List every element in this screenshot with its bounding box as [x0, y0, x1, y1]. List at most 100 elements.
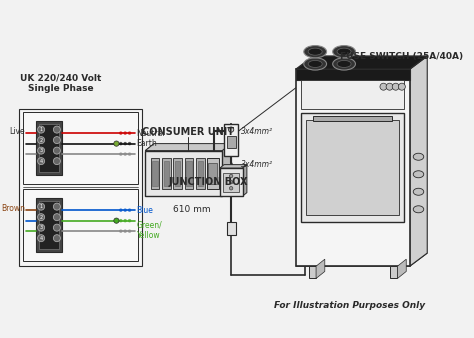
Polygon shape: [243, 165, 247, 196]
Bar: [220, 168, 243, 196]
Circle shape: [114, 218, 119, 223]
Circle shape: [37, 235, 45, 242]
Polygon shape: [410, 56, 427, 266]
Ellipse shape: [413, 206, 424, 213]
Circle shape: [123, 209, 127, 212]
Circle shape: [119, 152, 123, 156]
Bar: [296, 69, 410, 266]
Circle shape: [37, 203, 45, 210]
Bar: [198, 161, 203, 186]
Bar: [296, 69, 410, 80]
Circle shape: [386, 83, 393, 90]
Bar: [186, 161, 191, 186]
Circle shape: [54, 214, 60, 221]
Circle shape: [229, 174, 233, 178]
Circle shape: [37, 137, 45, 144]
Circle shape: [128, 230, 131, 233]
Circle shape: [119, 131, 123, 135]
Bar: [36, 198, 62, 252]
Bar: [36, 121, 62, 175]
Polygon shape: [296, 56, 427, 69]
Circle shape: [54, 126, 60, 133]
Ellipse shape: [304, 58, 327, 70]
Bar: [224, 124, 238, 156]
Bar: [146, 151, 222, 196]
Circle shape: [123, 142, 127, 145]
Bar: [39, 124, 59, 172]
Circle shape: [119, 219, 123, 222]
Text: Green/
Yellow: Green/ Yellow: [137, 221, 162, 240]
Text: 1: 1: [39, 204, 43, 209]
Bar: [313, 117, 392, 121]
Ellipse shape: [308, 61, 322, 68]
Bar: [227, 136, 236, 148]
Polygon shape: [220, 165, 247, 168]
Circle shape: [128, 152, 131, 156]
Circle shape: [123, 131, 127, 135]
Text: JUNCTION BOX: JUNCTION BOX: [169, 177, 248, 187]
Text: 4: 4: [39, 236, 43, 241]
Circle shape: [37, 147, 45, 154]
Bar: [152, 161, 157, 186]
Text: For Illustration Purposes Only: For Illustration Purposes Only: [274, 301, 426, 310]
Circle shape: [392, 83, 399, 90]
Text: UK 220/240 Volt
Single Phase: UK 220/240 Volt Single Phase: [20, 74, 101, 93]
Circle shape: [54, 158, 60, 165]
Polygon shape: [296, 253, 427, 266]
Bar: [173, 158, 182, 189]
Bar: [23, 189, 138, 261]
Text: 2: 2: [39, 215, 43, 220]
Bar: [185, 158, 193, 189]
Bar: [391, 266, 398, 279]
Bar: [223, 172, 239, 192]
Circle shape: [123, 230, 127, 233]
Polygon shape: [316, 259, 325, 279]
Bar: [154, 144, 231, 189]
Bar: [151, 158, 159, 189]
Text: 4: 4: [39, 159, 43, 164]
Bar: [196, 158, 205, 189]
Circle shape: [128, 219, 131, 222]
Text: 3x4mm²: 3x4mm²: [241, 127, 273, 136]
Text: Live: Live: [10, 127, 26, 136]
Circle shape: [119, 230, 123, 233]
Circle shape: [37, 224, 45, 231]
Circle shape: [119, 209, 123, 212]
Text: Neutral: Neutral: [137, 128, 165, 138]
Polygon shape: [146, 144, 231, 151]
Circle shape: [54, 224, 60, 231]
Circle shape: [123, 219, 127, 222]
Text: 3: 3: [39, 225, 43, 230]
Bar: [39, 201, 59, 249]
Text: 3: 3: [39, 148, 43, 153]
Circle shape: [54, 203, 60, 210]
Bar: [23, 112, 138, 184]
Ellipse shape: [337, 61, 351, 68]
Bar: [207, 158, 219, 189]
Circle shape: [54, 137, 60, 144]
Text: Brown: Brown: [1, 204, 26, 213]
Circle shape: [119, 142, 123, 145]
Ellipse shape: [337, 48, 351, 55]
Text: 610 mm: 610 mm: [173, 205, 211, 214]
Text: FUSE SWITCH (25A/40A): FUSE SWITCH (25A/40A): [340, 52, 463, 61]
Ellipse shape: [413, 188, 424, 195]
Bar: [175, 161, 180, 186]
Circle shape: [37, 214, 45, 221]
Circle shape: [398, 83, 405, 90]
Polygon shape: [398, 259, 406, 279]
Circle shape: [54, 147, 60, 154]
Text: Earth: Earth: [137, 139, 157, 148]
Circle shape: [228, 127, 234, 132]
Ellipse shape: [413, 153, 424, 160]
Bar: [164, 161, 169, 186]
Text: 1: 1: [39, 127, 43, 132]
Circle shape: [37, 158, 45, 165]
Bar: [227, 222, 236, 235]
Bar: [309, 266, 316, 279]
Ellipse shape: [308, 48, 322, 55]
Circle shape: [54, 235, 60, 242]
Polygon shape: [222, 144, 231, 196]
Bar: [301, 80, 404, 110]
Ellipse shape: [413, 171, 424, 178]
